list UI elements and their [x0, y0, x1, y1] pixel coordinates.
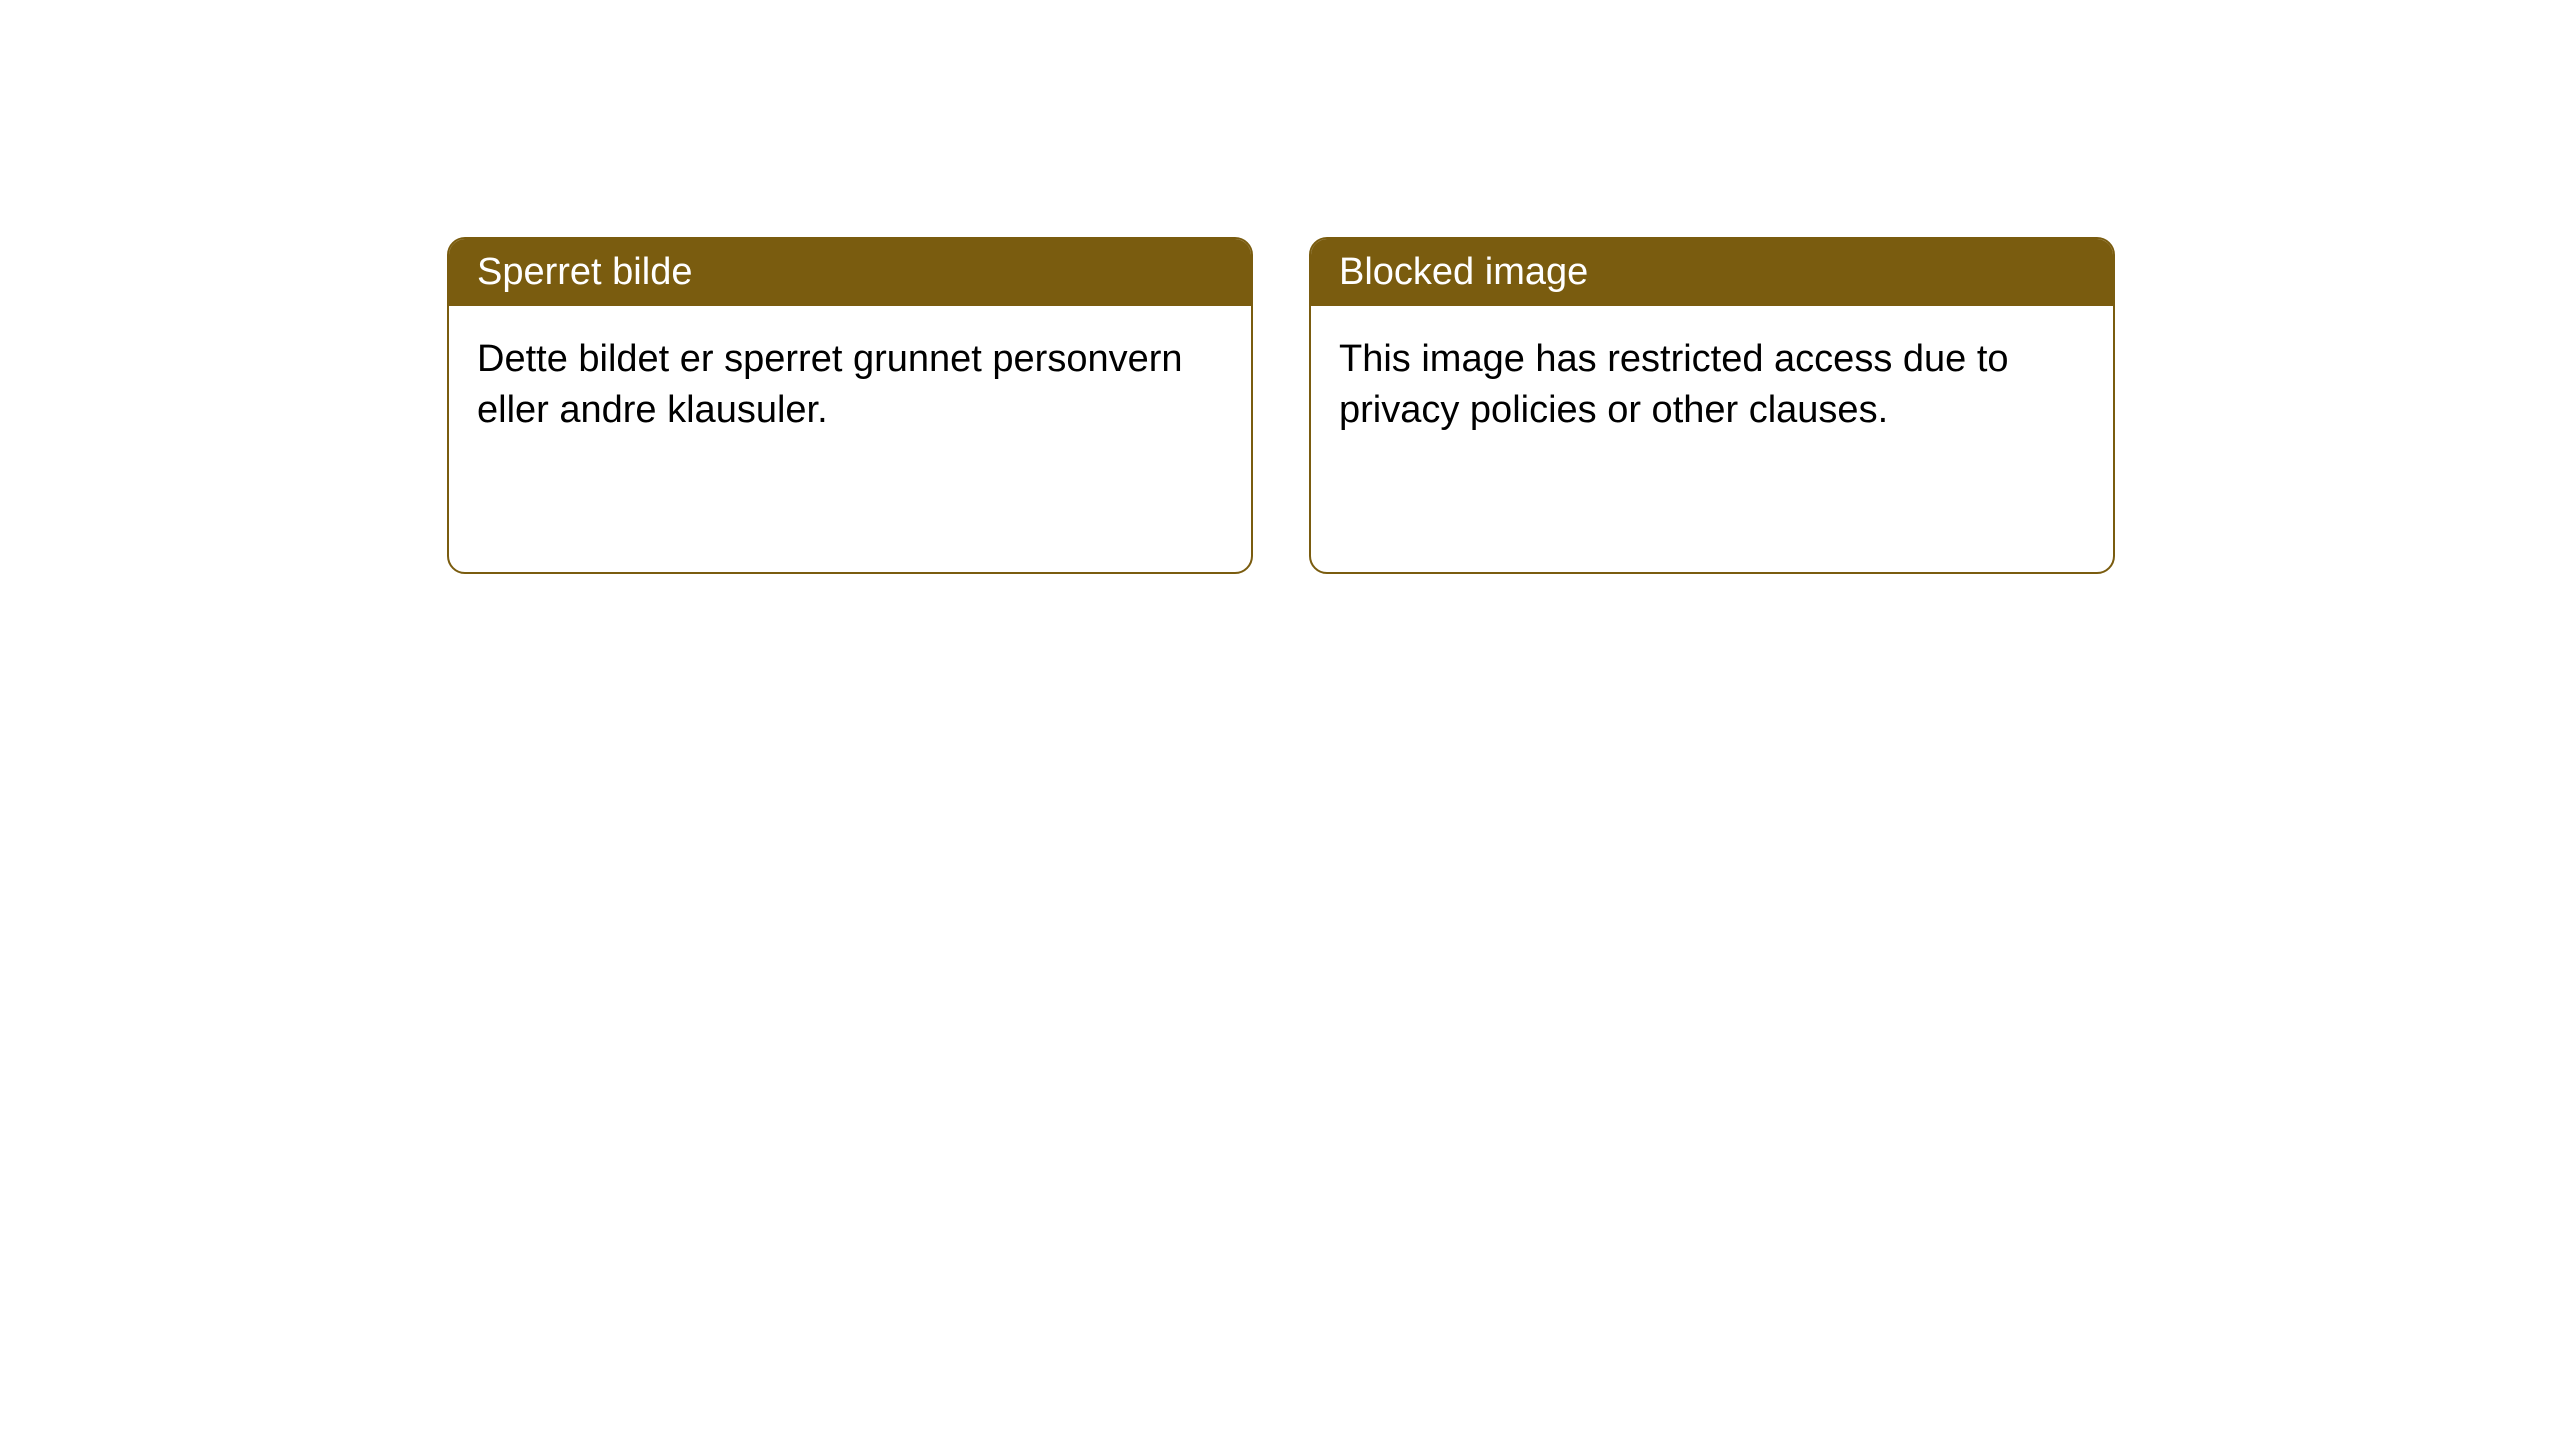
- notice-container: Sperret bilde Dette bildet er sperret gr…: [0, 0, 2560, 574]
- notice-title-norwegian: Sperret bilde: [449, 239, 1251, 306]
- notice-card-norwegian: Sperret bilde Dette bildet er sperret gr…: [447, 237, 1253, 574]
- notice-title-english: Blocked image: [1311, 239, 2113, 306]
- notice-body-english: This image has restricted access due to …: [1311, 306, 2113, 465]
- notice-body-norwegian: Dette bildet er sperret grunnet personve…: [449, 306, 1251, 465]
- notice-card-english: Blocked image This image has restricted …: [1309, 237, 2115, 574]
